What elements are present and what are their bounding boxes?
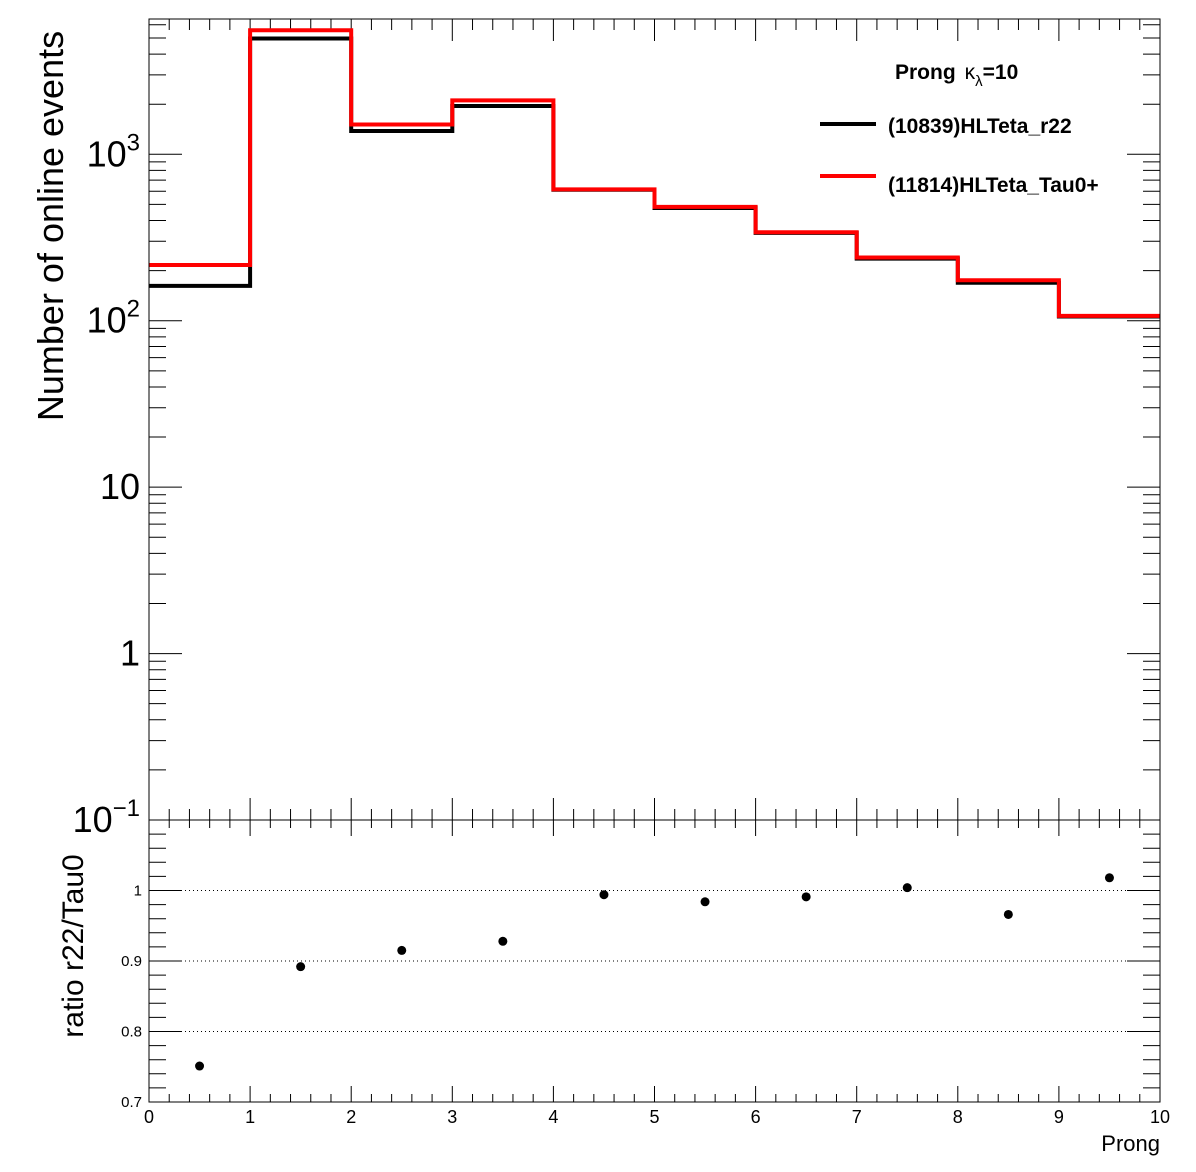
upper-y-tick-label-base: 10 — [87, 300, 127, 341]
lower-x-tick-label: 0 — [144, 1107, 154, 1127]
upper-y-tick-label-base: 10 — [87, 133, 127, 174]
upper-y-tick-label: 1 — [120, 633, 140, 674]
ratio-point — [1104, 873, 1114, 883]
ratio-point — [902, 883, 912, 893]
lower-axis-ticks — [148, 819, 1161, 1103]
lower-x-tick-label: 10 — [1150, 1107, 1170, 1127]
upper-y-tick-label: 10 — [100, 466, 140, 507]
lower-x-tick-label: 7 — [852, 1107, 862, 1127]
ratio-point — [397, 945, 407, 955]
legend-title-suffix: =10 — [983, 61, 1019, 84]
legend-title: Prong κλ=10 — [895, 61, 1018, 90]
lower-x-tick-label: 6 — [751, 1107, 761, 1127]
legend-title-lambda: λ — [975, 73, 983, 90]
lower-x-tick-label: 9 — [1054, 1107, 1064, 1127]
lower-panel: 0 1 2 3 4 5 6 7 8 9 10 0.7 0.8 0.9 1 ratio r22/Tau0 Pr… — [57, 819, 1170, 1156]
legend-label-series-1: (10839)HLTeta_r22 — [888, 115, 1072, 138]
upper-y-tick-label: 10−1 — [73, 795, 140, 840]
lower-x-tick-label: 3 — [447, 1107, 457, 1127]
lower-tick-labels: 0 1 2 3 4 5 6 7 8 9 10 0.7 0.8 0.9 1 — [121, 883, 1170, 1128]
lower-x-tick-label: 5 — [649, 1107, 659, 1127]
ratio-point — [498, 936, 508, 946]
ratio-point — [599, 890, 609, 900]
upper-y-tick-label-exponent: 2 — [127, 296, 140, 323]
ratio-point — [296, 962, 306, 972]
legend-title-kappa: κ — [965, 61, 976, 84]
upper-plot-frame — [148, 18, 1161, 821]
ratio-point — [700, 897, 710, 907]
upper-series-group — [149, 28, 1160, 319]
lower-grid — [149, 890, 1160, 1032]
legend: Prong κλ=10 (10839)HLTeta_r22 (11814)HLTe… — [820, 61, 1099, 197]
upper-y-tick-label-base: 1 — [120, 633, 140, 674]
lower-x-tick-label: 1 — [245, 1107, 255, 1127]
legend-title-main: Prong — [895, 61, 956, 84]
lower-y-tick-label: 0.8 — [121, 1024, 142, 1041]
lower-y-tick-label: 1 — [134, 883, 142, 900]
lower-y-tick-label: 0.9 — [121, 953, 142, 970]
ratio-point — [801, 892, 811, 902]
lower-x-tick-label: 4 — [548, 1107, 558, 1127]
lower-x-tick-label: 8 — [953, 1107, 963, 1127]
upper-y-tick-label-exponent: 3 — [127, 129, 140, 156]
lower-plot-frame — [148, 819, 1161, 1103]
upper-y-tick-label-base: 10 — [100, 466, 140, 507]
lower-x-axis-label: Prong — [1101, 1131, 1160, 1156]
lower-x-tick-label: 2 — [346, 1107, 356, 1127]
upper-y-axis-label: Number of online events — [30, 31, 71, 421]
ratio-points-group — [195, 873, 1114, 1071]
upper-y-tick-label-base: 10 — [73, 799, 113, 840]
upper-y-tick-label: 103 — [87, 129, 140, 174]
legend-label-series-2: (11814)HLTeta_Tau0+ — [888, 174, 1099, 197]
ratio-point — [1003, 909, 1013, 919]
upper-axis-ticks — [148, 19, 1161, 821]
lower-y-axis-label: ratio r22/Tau0 — [57, 854, 90, 1037]
upper-y-tick-label: 102 — [87, 296, 140, 341]
lower-y-tick-label: 0.7 — [121, 1094, 142, 1111]
upper-y-tick-label-exponent: −1 — [113, 795, 140, 822]
ratio-point — [195, 1061, 205, 1071]
histogram-series-2 — [149, 28, 1160, 318]
